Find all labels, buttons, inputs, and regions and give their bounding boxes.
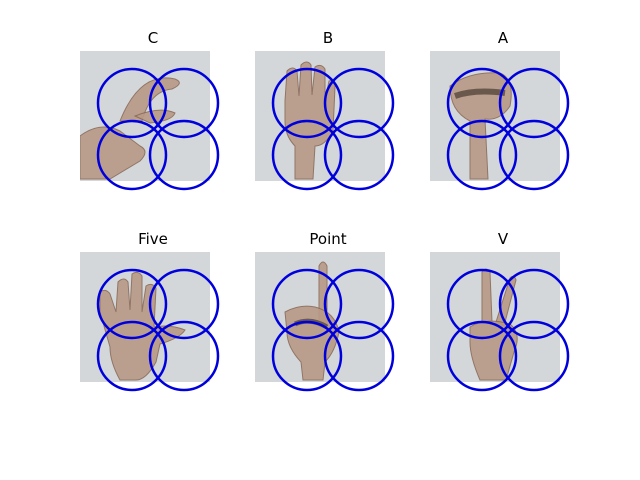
overlay-circle [498,67,570,139]
panel-title: Point [309,230,347,248]
overlay-circle [271,119,343,191]
overlay-circle [96,119,168,191]
overlay-circle [148,268,220,340]
panel-title: A [497,29,509,47]
panel-figure [80,51,220,191]
panel-point: Point [255,230,415,414]
overlay-circle [96,268,168,340]
panel-figure [80,252,220,392]
overlay-circle [96,320,168,392]
overlay-circle [96,67,168,139]
overlay-circle [446,67,518,139]
overlay-circle [498,119,570,191]
panel-figure [430,51,570,191]
overlay-circle [498,320,570,392]
overlay-circle [148,67,220,139]
overlay-circle [148,320,220,392]
panel-figure [255,252,395,392]
overlay-circle [323,67,395,139]
panel-title: C [147,29,159,47]
panel-figure [430,252,570,392]
panel-figure [255,51,395,191]
panel-c: C [80,29,240,213]
overlay-circle [446,268,518,340]
overlay-circle [148,119,220,191]
overlay-circle [271,67,343,139]
overlay-circle [446,320,518,392]
panel-v: V [430,230,590,414]
overlay-circle [323,320,395,392]
panel-b: B [255,29,415,213]
overlay-circle [446,119,518,191]
panel-title: V [497,230,509,248]
overlay-circle [498,268,570,340]
panel-five: Five [80,230,240,414]
overlay-circle [323,119,395,191]
overlay-circle [271,268,343,340]
panel-title: B [322,29,334,47]
overlay-circle [323,268,395,340]
panel-title: Five [138,230,168,248]
panel-a: A [430,29,590,213]
overlay-circle [271,320,343,392]
